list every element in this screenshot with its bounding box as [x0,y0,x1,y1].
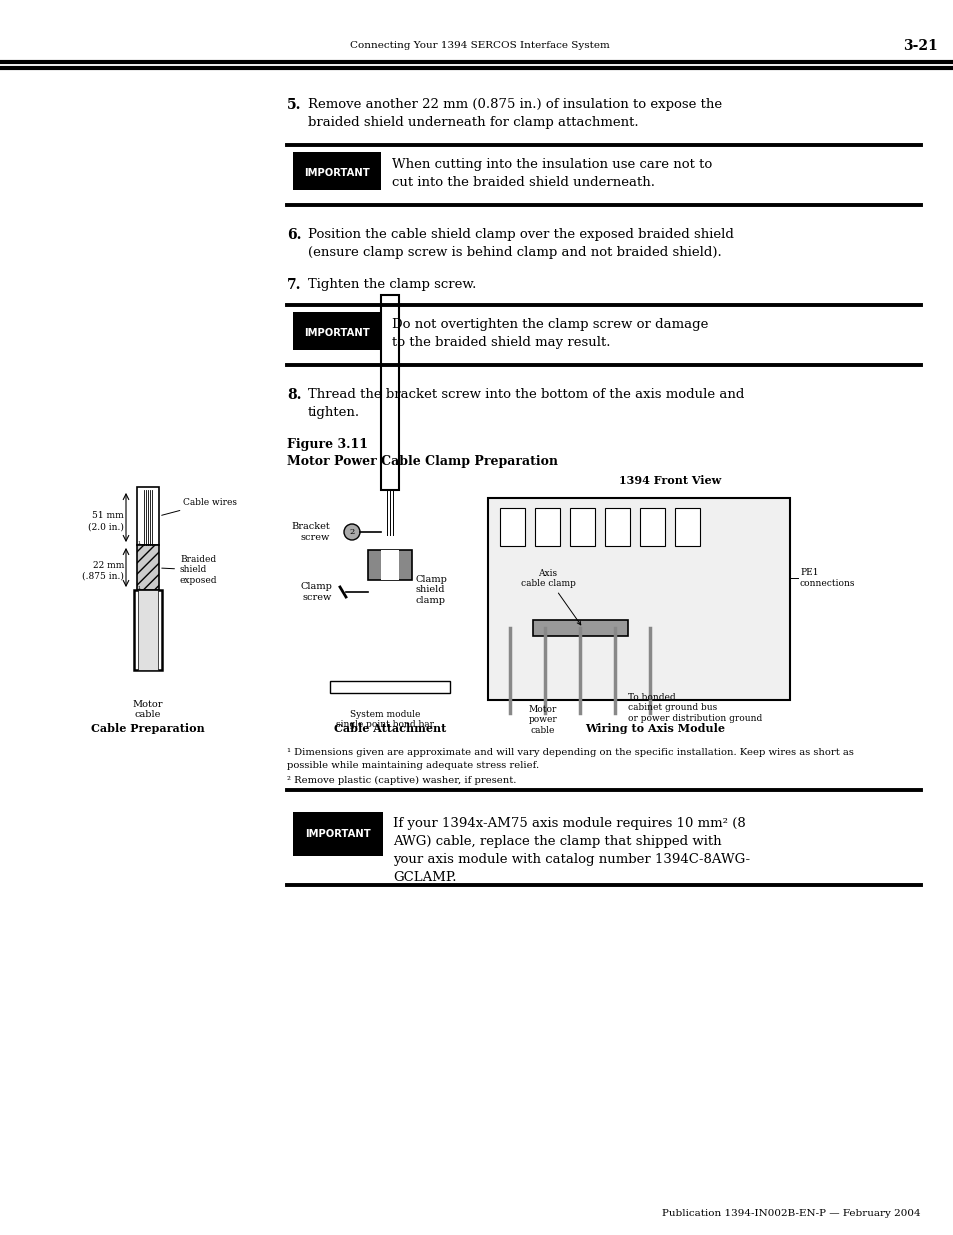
Circle shape [344,524,359,540]
Bar [569,508,595,546]
Text: 8.: 8. [287,388,301,403]
Text: 1394 Front View: 1394 Front View [618,475,720,487]
Text: Motor Power Cable Clamp Preparation: Motor Power Cable Clamp Preparation [287,454,558,468]
Bar [533,620,627,636]
Text: To bonded
cabinet ground bus
or power distribution ground: To bonded cabinet ground bus or power di… [627,693,761,722]
Bar [675,508,700,546]
Text: 51 mm: 51 mm [92,511,124,520]
Bar [604,508,629,546]
Text: IMPORTANT: IMPORTANT [305,829,371,839]
Bar [293,811,382,856]
Text: cut into the braided shield underneath.: cut into the braided shield underneath. [392,177,655,189]
Text: Motor
power
cable: Motor power cable [528,705,557,735]
Text: AWG) cable, replace the clamp that shipped with: AWG) cable, replace the clamp that shipp… [393,835,720,848]
Text: Do not overtighten the clamp screw or damage: Do not overtighten the clamp screw or da… [392,317,708,331]
Text: IMPORTANT: IMPORTANT [304,329,370,338]
Text: ² Remove plastic (captive) washer, if present.: ² Remove plastic (captive) washer, if pr… [287,776,516,785]
Bar [488,498,789,700]
Text: Bracket
screw: Bracket screw [291,522,330,542]
Bar [293,312,380,350]
Text: Position the cable shield clamp over the exposed braided shield: Position the cable shield clamp over the… [308,228,733,241]
Bar [380,295,398,490]
Bar [368,550,412,580]
Text: (2.0 in.): (2.0 in.) [88,522,124,531]
Text: System module
single point bond bar: System module single point bond bar [335,710,434,730]
Text: Clamp
shield
clamp: Clamp shield clamp [416,576,447,605]
Text: Braided
shield
exposed: Braided shield exposed [162,555,217,585]
Text: Cable wires: Cable wires [161,498,236,515]
Text: Connecting Your 1394 SERCOS Interface System: Connecting Your 1394 SERCOS Interface Sy… [350,42,609,51]
Text: Publication 1394-IN002B-EN-P — February 2004: Publication 1394-IN002B-EN-P — February … [661,1209,920,1218]
Text: your axis module with catalog number 1394C-8AWG-: your axis module with catalog number 139… [393,853,749,866]
Bar [380,550,398,580]
Text: 3-21: 3-21 [902,40,937,53]
Text: 5.: 5. [287,98,301,112]
Text: possible while maintaining adequate stress relief.: possible while maintaining adequate stre… [287,761,538,769]
Bar [330,680,450,693]
Text: Cable Preparation: Cable Preparation [91,722,205,734]
Text: (.875 in.): (.875 in.) [82,572,124,580]
Bar [499,508,524,546]
Text: ¹: ¹ [138,541,141,550]
Text: 6.: 6. [287,228,301,242]
Text: GCLAMP.: GCLAMP. [393,871,456,884]
Text: 22 mm: 22 mm [92,561,124,569]
Text: 2: 2 [349,529,355,536]
Text: Remove another 22 mm (0.875 in.) of insulation to expose the: Remove another 22 mm (0.875 in.) of insu… [308,98,721,111]
Bar [137,545,159,590]
Text: IMPORTANT: IMPORTANT [304,168,370,178]
Text: Motor
cable: Motor cable [132,700,163,720]
Bar [639,508,664,546]
Bar [138,590,158,671]
Text: Clamp
screw: Clamp screw [300,582,332,601]
Text: to the braided shield may result.: to the braided shield may result. [392,336,610,350]
Text: Thread the bracket screw into the bottom of the axis module and: Thread the bracket screw into the bottom… [308,388,743,401]
Text: When cutting into the insulation use care not to: When cutting into the insulation use car… [392,158,712,170]
Text: braided shield underneath for clamp attachment.: braided shield underneath for clamp atta… [308,116,638,128]
Bar [535,508,559,546]
Bar [137,487,159,545]
Text: PE1
connections: PE1 connections [800,568,855,588]
Text: Tighten the clamp screw.: Tighten the clamp screw. [308,278,476,291]
Bar [133,590,162,671]
Text: Figure 3.11: Figure 3.11 [287,438,368,451]
Text: Axis
cable clamp: Axis cable clamp [520,568,580,625]
Text: (ensure clamp screw is behind clamp and not braided shield).: (ensure clamp screw is behind clamp and … [308,246,721,259]
Text: Cable Attachment: Cable Attachment [334,722,446,734]
Bar [293,152,380,190]
Text: 7.: 7. [287,278,301,291]
Text: Wiring to Axis Module: Wiring to Axis Module [584,722,724,734]
Text: If your 1394x-AM75 axis module requires 10 mm² (8: If your 1394x-AM75 axis module requires … [393,818,745,830]
Text: tighten.: tighten. [308,406,359,419]
Text: ¹ Dimensions given are approximate and will vary depending on the specific insta: ¹ Dimensions given are approximate and w… [287,748,853,757]
Text: ¹: ¹ [138,585,141,594]
